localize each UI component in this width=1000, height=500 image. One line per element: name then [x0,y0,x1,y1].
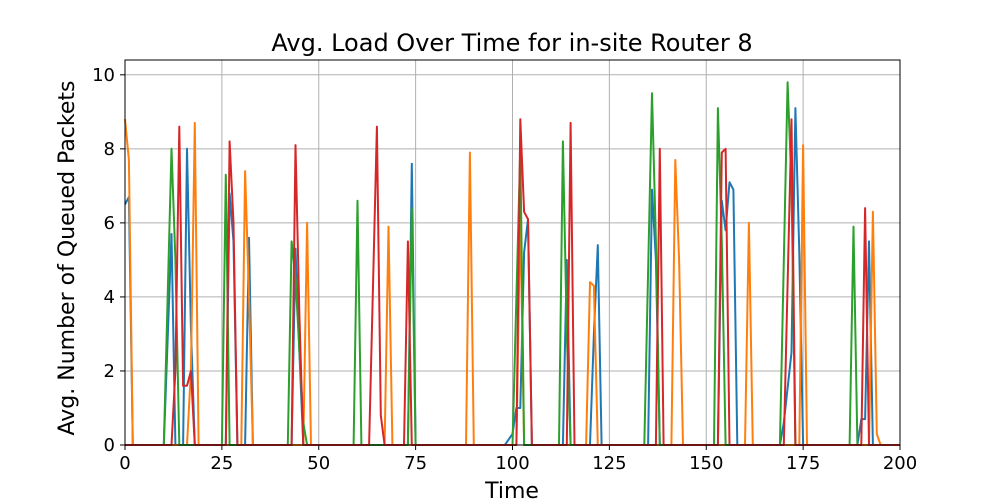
x-tick-label: 200 [883,453,917,474]
y-tick-label: 2 [104,361,115,382]
y-axis-label: Avg. Number of Queued Packets [55,81,80,436]
axis-ticks: 0 25 50 75 100 125 150 175 200 0 2 4 6 8 10 [92,65,917,474]
x-tick-label: 175 [786,453,820,474]
x-tick-label: 100 [495,453,529,474]
y-tick-label: 10 [92,65,115,86]
x-tick-label: 50 [307,453,330,474]
y-tick-label: 0 [104,435,115,456]
x-tick-label: 75 [404,453,427,474]
x-axis-label: Time [484,479,539,500]
y-tick-label: 6 [104,213,115,234]
chart-title: Avg. Load Over Time for in-site Router 8 [271,29,752,57]
x-tick-label: 25 [210,453,233,474]
x-tick-label: 150 [689,453,723,474]
x-tick-label: 0 [119,453,130,474]
x-tick-label: 125 [592,453,626,474]
y-tick-label: 8 [104,139,115,160]
y-tick-label: 4 [104,287,115,308]
